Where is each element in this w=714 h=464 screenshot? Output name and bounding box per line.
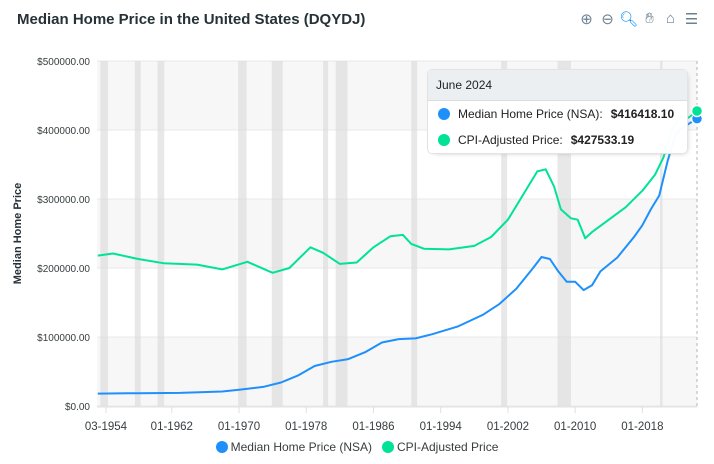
legend-marker-icon: [215, 441, 228, 453]
hover-marker: [690, 104, 704, 118]
legend-label: Median Home Price (NSA): [230, 440, 372, 454]
zoom-selection-icon[interactable]: 🔍︎: [618, 10, 639, 28]
tooltip-date: June 2024: [428, 70, 687, 101]
recession-band: [134, 61, 141, 406]
y-tick-label: $200000.00: [37, 264, 90, 275]
tooltip-label: Median Home Price (NSA):: [458, 107, 603, 121]
zoom-out-icon[interactable]: ⊖: [601, 10, 614, 28]
recession-band: [157, 61, 165, 406]
x-tick-label: 01-1994: [420, 421, 463, 433]
menu-icon[interactable]: ☰: [684, 10, 699, 28]
x-tick-label: 03-1954: [85, 421, 128, 433]
series-marker-icon: [438, 108, 450, 120]
grid-band: [97, 199, 697, 268]
series-line-1: [97, 110, 698, 274]
recession-band: [100, 61, 108, 406]
series-marker-icon: [438, 134, 450, 146]
pan-icon[interactable]: ✋︎: [645, 10, 654, 27]
y-tick-label: $500000.00: [37, 57, 90, 68]
grid-band: [97, 337, 697, 406]
tooltip-value: $427533.19: [570, 133, 635, 147]
recession-band: [411, 61, 418, 406]
y-tick-label: $400000.00: [37, 126, 90, 137]
recession-band: [335, 61, 348, 406]
recession-band: [271, 61, 283, 406]
tooltip: June 2024 Median Home Price (NSA): $4164…: [427, 69, 688, 154]
recession-band: [238, 61, 247, 406]
recession-band: [501, 61, 508, 406]
x-tick-label: 01-2010: [554, 421, 596, 433]
y-tick-label: $0.00: [65, 402, 90, 413]
recession-band: [323, 61, 329, 406]
chart-toolbar: ⊕ ⊖ 🔍︎ ✋︎ ⌂ ☰: [578, 10, 700, 28]
x-tick-label: 01-1970: [218, 421, 260, 433]
tooltip-row-cpi: CPI-Adjusted Price: $427533.19: [428, 127, 687, 153]
zoom-in-icon[interactable]: ⊕: [580, 10, 593, 28]
x-tick-label: 01-1978: [285, 421, 327, 433]
x-tick-label: 01-2002: [487, 421, 529, 433]
legend-item-cpi[interactable]: CPI-Adjusted Price: [382, 440, 498, 454]
home-icon[interactable]: ⌂: [665, 10, 676, 27]
series-line-0: [97, 117, 698, 395]
chart-title: Median Home Price in the United States (…: [17, 11, 366, 28]
legend-label: CPI-Adjusted Price: [397, 440, 499, 454]
y-tick-label: $300000.00: [37, 195, 90, 206]
x-tick-label: 01-1962: [151, 421, 193, 433]
tooltip-value: $416418.10: [610, 107, 675, 121]
y-tick-label: $100000.00: [37, 333, 90, 344]
legend: Median Home Price (NSA) CPI-Adjusted Pri…: [0, 440, 714, 454]
x-tick-label: 01-2018: [621, 421, 663, 433]
legend-item-nsa[interactable]: Median Home Price (NSA): [215, 440, 372, 454]
tooltip-row-nsa: Median Home Price (NSA): $416418.10: [428, 101, 687, 127]
tooltip-label: CPI-Adjusted Price:: [458, 133, 563, 147]
recession-band: [660, 61, 663, 406]
legend-marker-icon: [382, 441, 394, 453]
y-axis-title: Median Home Price: [12, 183, 24, 284]
x-tick-label: 01-1986: [352, 421, 394, 433]
